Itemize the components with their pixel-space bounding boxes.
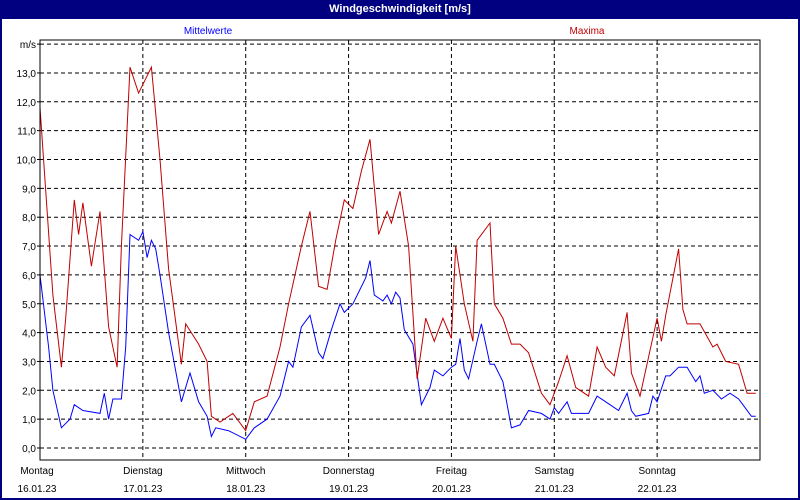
- y-tick-label: 1,0: [22, 415, 36, 426]
- y-tick-label: 9,0: [22, 184, 36, 195]
- y-tick-label: 11,0: [17, 127, 36, 138]
- y-tick-label: 0,0: [22, 444, 36, 455]
- x-tick-day: Samstag: [535, 466, 574, 477]
- x-tick-day: Mittwoch: [226, 466, 265, 477]
- y-tick-label: 2,0: [22, 386, 36, 397]
- y-tick-label: 5,0: [22, 300, 36, 311]
- y-tick-label: m/s: [20, 40, 36, 51]
- window-title: Windgeschwindigkeit [m/s]: [0, 0, 800, 19]
- x-tick-day: Dienstag: [123, 466, 162, 477]
- x-tick-date: 18.01.23: [226, 484, 265, 495]
- x-tick-date: 20.01.23: [432, 484, 471, 495]
- series-line-maxima: [39, 65, 756, 432]
- x-tick-date: 21.01.23: [535, 484, 574, 495]
- x-tick-day: Freitag: [436, 466, 467, 477]
- x-tick-day: Montag: [20, 466, 53, 477]
- y-tick-label: 12,0: [17, 98, 37, 109]
- x-tick-labels: Montag 16.01.23 Dienstag 17.01.23 Mittwoch 18…: [18, 466, 678, 495]
- y-tick-label: 3,0: [22, 357, 36, 368]
- series-lines: [39, 65, 756, 440]
- legend-maxima: Maxima: [569, 26, 604, 37]
- y-tick-label: 10,0: [17, 156, 37, 167]
- x-tick-day: Donnerstag: [323, 466, 375, 477]
- x-tick-date: 19.01.23: [329, 484, 368, 495]
- y-tick-label: 13,0: [17, 69, 37, 80]
- x-tick-date: 22.01.23: [638, 484, 677, 495]
- y-tick-label: 4,0: [22, 329, 36, 340]
- series-line-mittelwerte: [39, 229, 756, 440]
- y-tick-labels: 0,0 1,0 2,0 3,0 4,0 5,0 6,0 7,0 8,0 9,0 10,0 11,0 12…: [17, 40, 37, 455]
- x-tick-day: Sonntag: [639, 466, 676, 477]
- plot-border: [39, 39, 761, 461]
- x-tick-date: 17.01.23: [123, 484, 162, 495]
- y-tick-label: 8,0: [22, 213, 36, 224]
- y-tick-label: 7,0: [22, 242, 36, 253]
- y-tick-label: 6,0: [22, 271, 36, 282]
- x-tick-date: 16.01.23: [18, 484, 57, 495]
- legend-mittelwerte: Mittelwerte: [184, 26, 233, 37]
